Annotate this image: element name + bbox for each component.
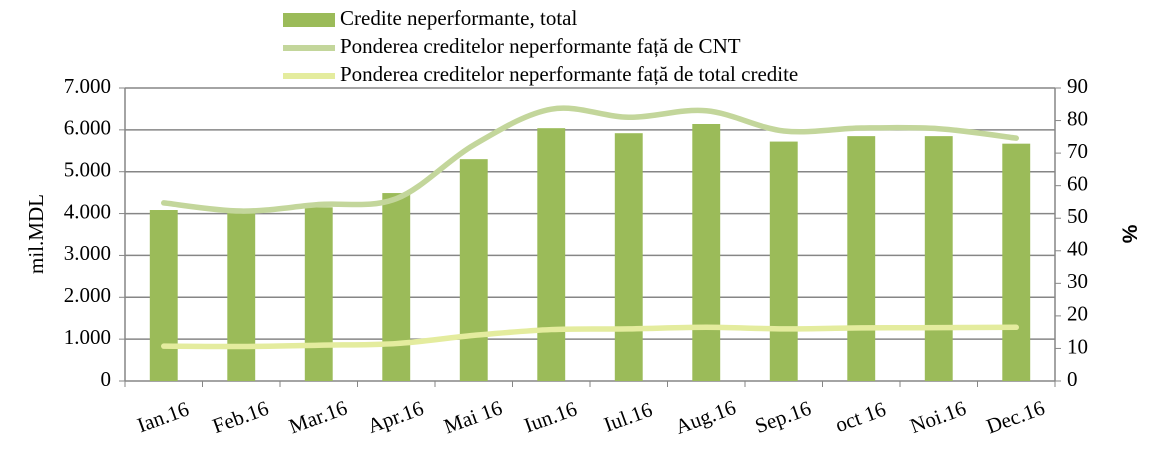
y-tick-label: 7.000 <box>64 74 111 98</box>
bar <box>847 136 876 381</box>
bar <box>227 211 256 381</box>
y-tick-label: 1.000 <box>64 325 111 349</box>
y-tick-label: 0 <box>101 367 112 391</box>
legend-label: Ponderea creditelor neperformante față d… <box>340 62 798 86</box>
bar <box>924 136 953 381</box>
line <box>161 324 1019 350</box>
bar <box>1002 143 1031 381</box>
legend-label: Credite neperformante, total <box>340 6 577 30</box>
bar <box>692 123 721 382</box>
x-tick-label: Apr.16 <box>364 396 426 438</box>
x-tick-label: Aug.16 <box>672 395 739 439</box>
y2-tick-label: 70 <box>1067 139 1088 163</box>
bar <box>382 193 411 381</box>
x-tick-label: Iul.16 <box>601 397 656 437</box>
x-tick-label: Noi.16 <box>907 396 969 438</box>
x-tick-label: Dec.16 <box>983 395 1048 438</box>
y2-tick-label: 40 <box>1067 237 1088 261</box>
y-axis-label: mil.MDL <box>24 194 48 274</box>
y2-tick-label: 50 <box>1067 204 1088 228</box>
x-tick-label: oct 16 <box>832 397 889 437</box>
legend-label: Ponderea creditelor neperformante față d… <box>340 34 741 58</box>
y-tick-label: 5.000 <box>64 158 111 182</box>
bar <box>149 210 178 381</box>
x-tick-label: Ian.16 <box>134 397 192 438</box>
x-tick-label: Mai 16 <box>441 395 506 438</box>
x-tick-label: Mar.16 <box>286 395 351 438</box>
bar <box>614 133 643 381</box>
y2-tick-label: 20 <box>1067 302 1088 326</box>
y2-tick-label: 60 <box>1067 171 1088 195</box>
legend-swatch <box>283 13 335 27</box>
x-tick-label: Feb.16 <box>209 396 271 438</box>
y2-tick-label: 0 <box>1067 367 1078 391</box>
bar <box>459 159 488 381</box>
bar <box>537 128 566 381</box>
y-tick-label: 4.000 <box>64 199 111 223</box>
y-tick-label: 3.000 <box>64 241 111 265</box>
y2-tick-label: 30 <box>1067 269 1088 293</box>
bar <box>769 141 798 381</box>
y2-tick-label: 90 <box>1067 74 1088 98</box>
y2-tick-label: 80 <box>1067 106 1088 130</box>
y-tick-label: 6.000 <box>64 116 111 140</box>
y-tick-label: 2.000 <box>64 283 111 307</box>
y2-axis-label: % <box>1117 225 1140 244</box>
x-tick-label: Sep.16 <box>752 396 814 438</box>
x-tick-label: Iun.16 <box>521 396 580 437</box>
line <box>161 105 1019 214</box>
y2-tick-label: 10 <box>1067 334 1088 358</box>
bar <box>304 207 333 381</box>
